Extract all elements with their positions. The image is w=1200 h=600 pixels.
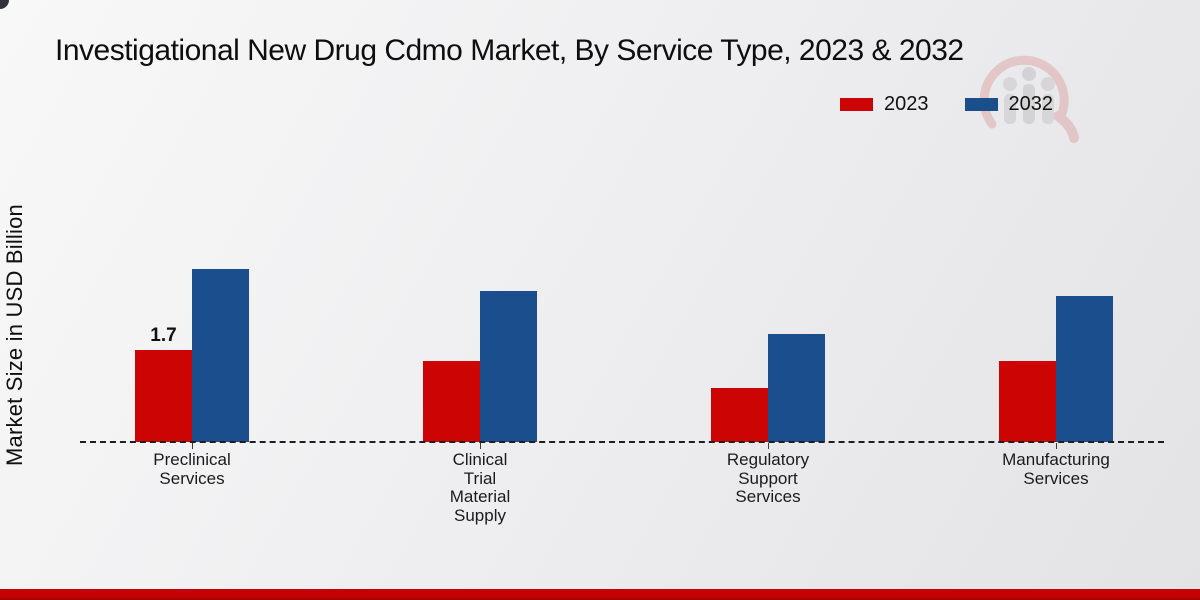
y-axis-label: Market Size in USD Billion: [2, 204, 27, 466]
legend-item-2023: 2023: [840, 93, 929, 116]
bar-pair: 1.7: [135, 269, 249, 442]
bar-2023-regulatory-support-services: [711, 388, 768, 442]
corner-accent: [0, 0, 9, 9]
bar-pair: [999, 296, 1113, 442]
legend-item-2032: 2032: [964, 93, 1054, 116]
legend-label-2023: 2023: [884, 93, 929, 115]
legend: 2023 2032: [840, 93, 1053, 116]
bar-2023-manufacturing-services: [999, 361, 1056, 442]
bar-2032-regulatory-support-services: [768, 334, 825, 442]
baseline-dashed-line: [80, 441, 1164, 443]
category-label-clinical-trial-material-supply: Clinical Trial Material Supply: [449, 450, 511, 525]
bar-pair: [423, 291, 537, 442]
bar-2032-preclinical-services: [192, 269, 249, 442]
category-label-preclinical-services: Preclinical Services: [153, 450, 231, 488]
bar-2032-clinical-trial-material-supply: [480, 291, 537, 442]
bar-group-manufacturing-services: [912, 296, 1200, 442]
legend-swatch-2032: [964, 98, 998, 111]
bar-pair: [711, 334, 825, 442]
bars-layer: 1.7: [48, 0, 1200, 442]
bar-2023-preclinical-services: 1.7: [135, 325, 192, 442]
axis-tick: [1056, 443, 1057, 449]
category-label-regulatory-support-services: Regulatory Support Services: [726, 450, 810, 506]
legend-label-2032: 2032: [1008, 93, 1054, 115]
bar-2032-manufacturing-services: [1056, 296, 1113, 442]
bar-2023-clinical-trial-material-supply: [423, 361, 480, 442]
category-label-manufacturing-services: Manufacturing Services: [1002, 450, 1110, 488]
bar-group-clinical-trial-material-supply: [336, 291, 624, 442]
legend-swatch-2023: [840, 98, 873, 111]
bar-value-label: 1.7: [150, 325, 177, 346]
bar-group-preclinical-services: 1.7: [48, 269, 336, 442]
axis-tick: [192, 443, 193, 449]
axis-tick: [768, 443, 769, 449]
page-title: Investigational New Drug Cdmo Market, By…: [55, 34, 964, 67]
bottom-red-strip: [0, 589, 1200, 600]
axis-tick: [480, 443, 481, 449]
bar-group-regulatory-support-services: [624, 334, 912, 442]
